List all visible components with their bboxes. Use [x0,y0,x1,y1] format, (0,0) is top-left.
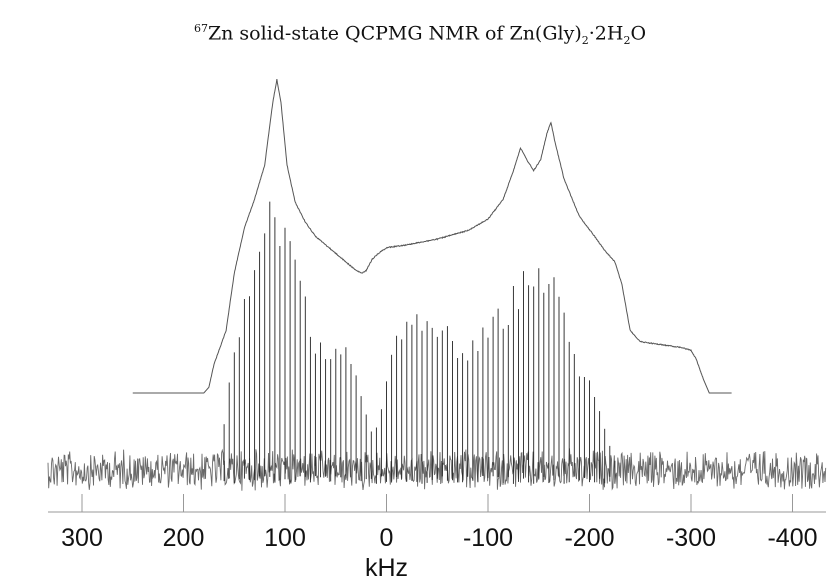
title-subscript-1: 2 [581,34,589,48]
simulated-spectrum-line [132,79,732,394]
x-tick-label: 100 [264,524,306,552]
x-tick-label: -400 [767,524,817,552]
x-tick-label: 300 [61,524,103,552]
title-subscript-2: 2 [623,34,631,48]
x-axis-ticks: 300 200 100 0 -100 -200 -300 -400 [61,494,818,552]
title-part-1: Zn solid-state QCPMG NMR of Zn(Gly) [207,22,582,45]
simulated-spectrum-layer [132,79,732,394]
x-tick-label: -200 [564,524,614,552]
title-part-3: O [630,22,647,45]
spikelet-layer [223,201,616,484]
x-axis-label: kHz [365,554,408,582]
x-tick-label: -100 [463,524,513,552]
chart-title: 67Zn solid-state QCPMG NMR of Zn(Gly)2·2… [0,22,840,47]
x-tick-label: 0 [380,524,394,552]
x-tick-label: 200 [163,524,205,552]
x-tick-label: -300 [666,524,716,552]
title-isotope-mass: 67 [193,22,208,35]
title-part-2: ·2H [588,22,624,45]
